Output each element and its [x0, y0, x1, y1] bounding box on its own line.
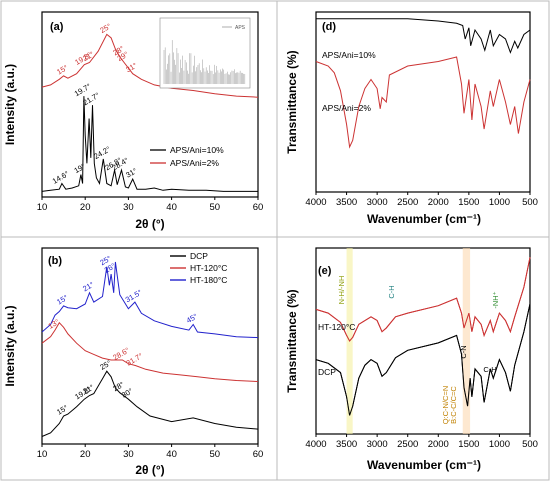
- x-tick-label: 30: [123, 202, 134, 213]
- series-label-0: HT-120°C: [318, 322, 355, 332]
- x-tick-label: 60: [253, 202, 264, 213]
- legend-entry-2: HT-180°C: [190, 275, 227, 285]
- y-axis-label: Transmittance (%): [285, 50, 299, 153]
- x-tick-label: 1000: [489, 439, 510, 450]
- x-tick-label: 30: [123, 449, 134, 460]
- panel-0: 10 20 30 40 50 60 (a) 2θ (°) Intensity (a.u.) 14.…: [3, 11, 264, 231]
- series-label-1: APS/Ani=2%: [322, 103, 371, 113]
- panel-label: (a): [50, 21, 64, 33]
- x-axis-label: Wavenumber (cm⁻¹): [367, 212, 481, 226]
- band-annotation-3: B:C-C/C=C: [449, 386, 458, 424]
- legend-entry-0: DCP: [190, 251, 208, 261]
- peak-annotation-11: 25°: [98, 22, 112, 35]
- series-line-1: [315, 56, 531, 149]
- x-tick-label: 1500: [458, 197, 479, 208]
- x-tick-label: 10: [37, 449, 48, 460]
- legend-entry-1: APS/Ani=2%: [170, 158, 219, 168]
- peak-annotation-0: 14.6°: [51, 169, 71, 186]
- x-axis-label: 2θ (°): [135, 217, 164, 231]
- band-annotation-2: Q:C-N/C=N: [441, 386, 450, 425]
- x-tick-label: 10: [37, 202, 48, 213]
- series-line-2: [41, 261, 259, 339]
- x-tick-label: 3000: [367, 439, 388, 450]
- x-tick-label: 2500: [397, 197, 418, 208]
- x-axis-label: 2θ (°): [135, 463, 164, 477]
- band-annotation-5: -NH⁺: [491, 291, 500, 308]
- band-annotation-4: C-N: [459, 345, 468, 358]
- plot-frame: [41, 11, 259, 198]
- panel-2: 10 20 30 40 50 60 (b) 2θ (°) Intensity (a.u.) 15°…: [3, 247, 264, 477]
- series-line-0: [41, 370, 259, 437]
- series-label-1: DCP: [318, 367, 336, 377]
- peak-annotation-14: 31°: [124, 61, 138, 74]
- y-axis-label: Intensity (a.u.): [3, 305, 17, 386]
- x-tick-label: 500: [522, 439, 538, 450]
- x-tick-label: 2000: [428, 197, 449, 208]
- x-tick-label: 500: [522, 197, 538, 208]
- peak-annotation-4: 24.2°: [92, 144, 112, 161]
- peak-annotation-6: 13°: [47, 317, 61, 330]
- plot-frame: [315, 247, 531, 435]
- peak-annotation-9: 15°: [55, 293, 69, 306]
- y-axis-label: Transmittance (%): [285, 289, 299, 392]
- x-tick-label: 50: [210, 202, 221, 213]
- series-line-1: [41, 321, 259, 382]
- x-tick-label: 40: [166, 449, 177, 460]
- x-tick-label: 40: [166, 202, 177, 213]
- x-tick-label: 3500: [336, 197, 357, 208]
- panel-label: (e): [318, 265, 332, 277]
- series-line-top-0: [315, 257, 531, 342]
- x-tick-label: 4000: [305, 197, 326, 208]
- legend-entry-1: HT-120°C: [190, 263, 227, 273]
- series-line-0: [316, 18, 531, 54]
- panel-3: 4000 3500 3000 2500 2000 1500 1000 500 (e) Wavenu…: [285, 247, 538, 472]
- x-tick-label: 1500: [458, 439, 479, 450]
- x-tick-label: 50: [210, 449, 221, 460]
- peak-annotation-8: 15°: [55, 63, 69, 76]
- series-line-top-1: [315, 303, 531, 416]
- x-tick-label: 3500: [336, 439, 357, 450]
- legend-entry-0: APS/Ani=10%: [170, 145, 224, 155]
- panel-label: (b): [48, 255, 62, 267]
- series-line-1: [41, 33, 259, 98]
- x-tick-label: 60: [253, 449, 264, 460]
- band-annotation-6: C-H: [483, 365, 496, 374]
- band-annotation-0: N-H/-NH: [337, 276, 346, 305]
- x-tick-label: 2000: [428, 439, 449, 450]
- y-axis-label: Intensity (a.u.): [3, 64, 17, 145]
- x-tick-label: 1000: [489, 197, 510, 208]
- band-annotation-1: C-H: [387, 285, 396, 298]
- x-tick-label: 20: [80, 202, 91, 213]
- panel-e-border: [276, 236, 550, 481]
- x-tick-label: 4000: [305, 439, 326, 450]
- inset: APS: [159, 17, 251, 89]
- peak-annotation-1: 19°: [72, 162, 86, 175]
- series-line-0: [41, 96, 258, 192]
- peak-annotation-10: 21°: [81, 280, 95, 293]
- peak-annotation-14: 45°: [185, 312, 199, 325]
- plot-frame: [315, 11, 531, 193]
- peak-annotation-7: 31°: [124, 166, 138, 179]
- panel-1: 4000 3500 3000 2500 2000 1500 1000 500 (d) Wavenu…: [285, 11, 538, 226]
- x-tick-label: 2500: [397, 439, 418, 450]
- x-axis-label: Wavenumber (cm⁻¹): [367, 458, 481, 472]
- panel-label: (d): [322, 21, 336, 33]
- series-label-0: APS/Ani=10%: [322, 50, 376, 60]
- x-tick-label: 20: [80, 449, 91, 460]
- plot-frame: [41, 247, 259, 445]
- x-tick-label: 3000: [367, 197, 388, 208]
- inset-legend-text: APS: [235, 25, 246, 31]
- band-cn: [462, 248, 471, 434]
- peak-annotation-13: 31.5°: [124, 288, 144, 305]
